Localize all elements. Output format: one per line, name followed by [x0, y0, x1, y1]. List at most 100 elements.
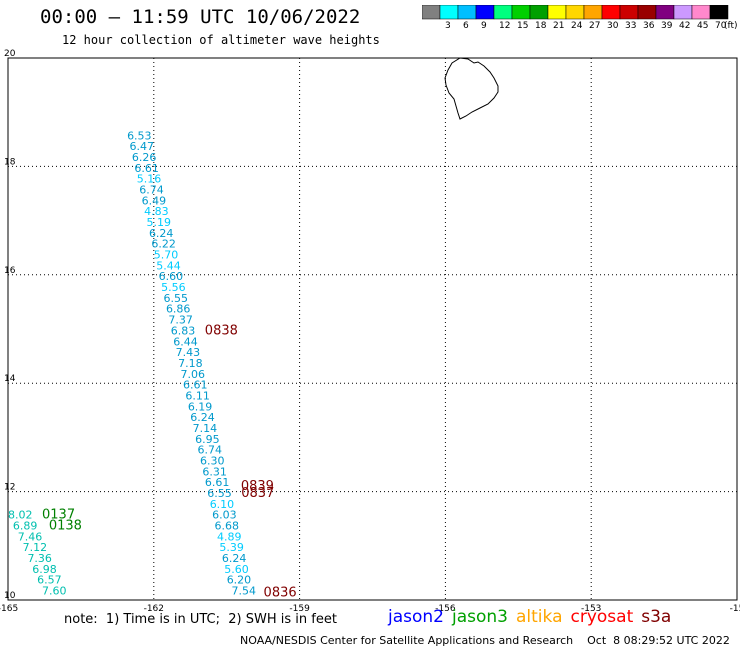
- wave-height-value: 6.86: [166, 303, 191, 316]
- color-scale-label: 3: [445, 21, 451, 31]
- time-label: 0137: [42, 508, 75, 523]
- x-tick-label: -153: [581, 604, 601, 614]
- color-scale-swatch: [493, 5, 513, 20]
- color-scale-swatch: [601, 5, 621, 20]
- wave-height-value: 5.39: [219, 541, 244, 554]
- y-tick-label: 14: [4, 374, 16, 384]
- color-scale-swatch: [439, 5, 459, 20]
- wave-height-value: 6.47: [130, 140, 155, 153]
- map-frame: [7, 57, 738, 601]
- wave-height-value: 5.16: [137, 173, 162, 186]
- color-scale-swatch: [511, 5, 531, 20]
- wave-height-value: 7.54: [232, 585, 257, 598]
- color-scale-label: 45: [697, 21, 709, 31]
- satellite-legend: jason2 jason3 altika cryosat s3a: [388, 607, 679, 627]
- wave-height-value: 7.43: [176, 346, 201, 359]
- wave-height-value: 6.60: [159, 270, 184, 283]
- y-tick-label: 16: [4, 266, 16, 276]
- page-subtitle: 12 hour collection of altimeter wave hei…: [62, 33, 380, 47]
- color-scale-label: 42: [679, 21, 691, 31]
- x-tick-label: -159: [289, 604, 310, 614]
- wave-height-value: 7.12: [23, 541, 48, 554]
- wave-height-value: 6.10: [210, 498, 235, 511]
- wave-height-value: 6.61: [205, 476, 230, 489]
- color-scale-label: 30: [607, 21, 619, 31]
- wave-height-value: 6.31: [202, 465, 227, 478]
- wave-height-value: 7.60: [42, 585, 67, 598]
- wave-height-value: 6.22: [151, 238, 176, 251]
- map-grid: [7, 57, 738, 601]
- wave-height-value: 7.46: [18, 530, 43, 543]
- color-scale-label: 24: [571, 21, 583, 31]
- wave-height-value: 6.20: [227, 574, 252, 587]
- wave-height-value: 5.19: [147, 216, 172, 229]
- wave-height-value: 4.83: [144, 205, 169, 218]
- wave-height-value: 6.68: [215, 520, 240, 533]
- x-tick-label: -162: [144, 604, 164, 614]
- color-scale-swatch: [422, 5, 441, 20]
- color-scale-swatch: [475, 5, 495, 20]
- legend-item-cryosat: cryosat: [570, 607, 634, 627]
- wave-height-value: 5.70: [154, 249, 179, 262]
- y-tick-label: 12: [4, 483, 15, 493]
- time-label: 0839: [241, 479, 274, 494]
- wave-height-value: 6.57: [37, 574, 62, 587]
- x-tick-label: -165: [0, 604, 18, 614]
- time-label: 0837: [241, 486, 274, 501]
- color-scale-swatch: [529, 5, 549, 20]
- wave-height-value: 6.49: [142, 194, 167, 207]
- map-border: [7, 57, 738, 601]
- x-tick-label: -156: [435, 604, 456, 614]
- color-scale-label: 33: [625, 21, 637, 31]
- x-tick-label: -15: [730, 604, 740, 614]
- wave-height-value: 6.30: [200, 455, 225, 468]
- wave-height-value: 6.19: [188, 400, 213, 413]
- time-label: 0838: [205, 323, 238, 338]
- wave-height-value: 6.11: [185, 389, 210, 402]
- wave-height-value: 6.83: [171, 324, 196, 337]
- wave-height-value: 6.98: [32, 563, 57, 576]
- wave-height-value: 6.24: [149, 227, 174, 240]
- y-tick-label: 18: [4, 157, 16, 167]
- legend-item-jason3: jason3: [452, 607, 508, 627]
- wave-height-value: 7.14: [193, 422, 218, 435]
- wave-height-value: 7.37: [168, 314, 193, 327]
- wave-height-value: 7.36: [27, 552, 52, 565]
- color-scale-bar: [422, 5, 729, 20]
- wave-height-value: 6.74: [198, 444, 223, 457]
- wave-height-value: 6.26: [132, 151, 157, 164]
- wave-height-value: 6.24: [190, 411, 215, 424]
- y-tick-label: 20: [4, 49, 16, 59]
- footer-note: note: 1) Time is in UTC; 2) SWH is in fe…: [64, 612, 337, 627]
- time-label: 0138: [49, 519, 82, 534]
- wave-height-value: 7.06: [181, 368, 206, 381]
- legend-item-jason2: jason2: [388, 607, 444, 627]
- wave-height-value: 4.89: [217, 530, 242, 543]
- footer-credit: NOAA/NESDIS Center for Satellite Applica…: [240, 634, 730, 647]
- color-scale-swatch: [565, 5, 585, 20]
- wave-height-value: 6.03: [212, 509, 237, 522]
- color-scale-label: 70: [715, 21, 727, 31]
- wave-height-value: 6.44: [173, 335, 198, 348]
- wave-height-value: 7.18: [178, 357, 203, 370]
- wave-height-value: 6.55: [164, 292, 189, 305]
- color-scale-label: 36: [643, 21, 655, 31]
- wave-height-value: 6.53: [127, 129, 152, 142]
- color-scale-label: 12: [499, 21, 511, 31]
- color-scale-swatch: [457, 5, 477, 20]
- color-scale-label: 27: [589, 21, 601, 31]
- wave-height-value: 6.24: [222, 552, 247, 565]
- hawaii-big-island-coastline: [444, 57, 499, 120]
- wave-height-value: 6.61: [183, 379, 208, 392]
- color-scale-label: 39: [661, 21, 673, 31]
- wave-height-value: 5.44: [156, 259, 181, 272]
- color-scale-swatch: [655, 5, 675, 20]
- color-scale-swatch: [637, 5, 657, 20]
- color-scale-swatch: [583, 5, 603, 20]
- legend-item-s3a: s3a: [641, 607, 672, 627]
- color-scale-label: 9: [481, 21, 487, 31]
- legend-item-altika: altika: [516, 607, 563, 627]
- color-scale-label: 6: [463, 21, 469, 31]
- color-scale-unit: (ft): [724, 21, 738, 31]
